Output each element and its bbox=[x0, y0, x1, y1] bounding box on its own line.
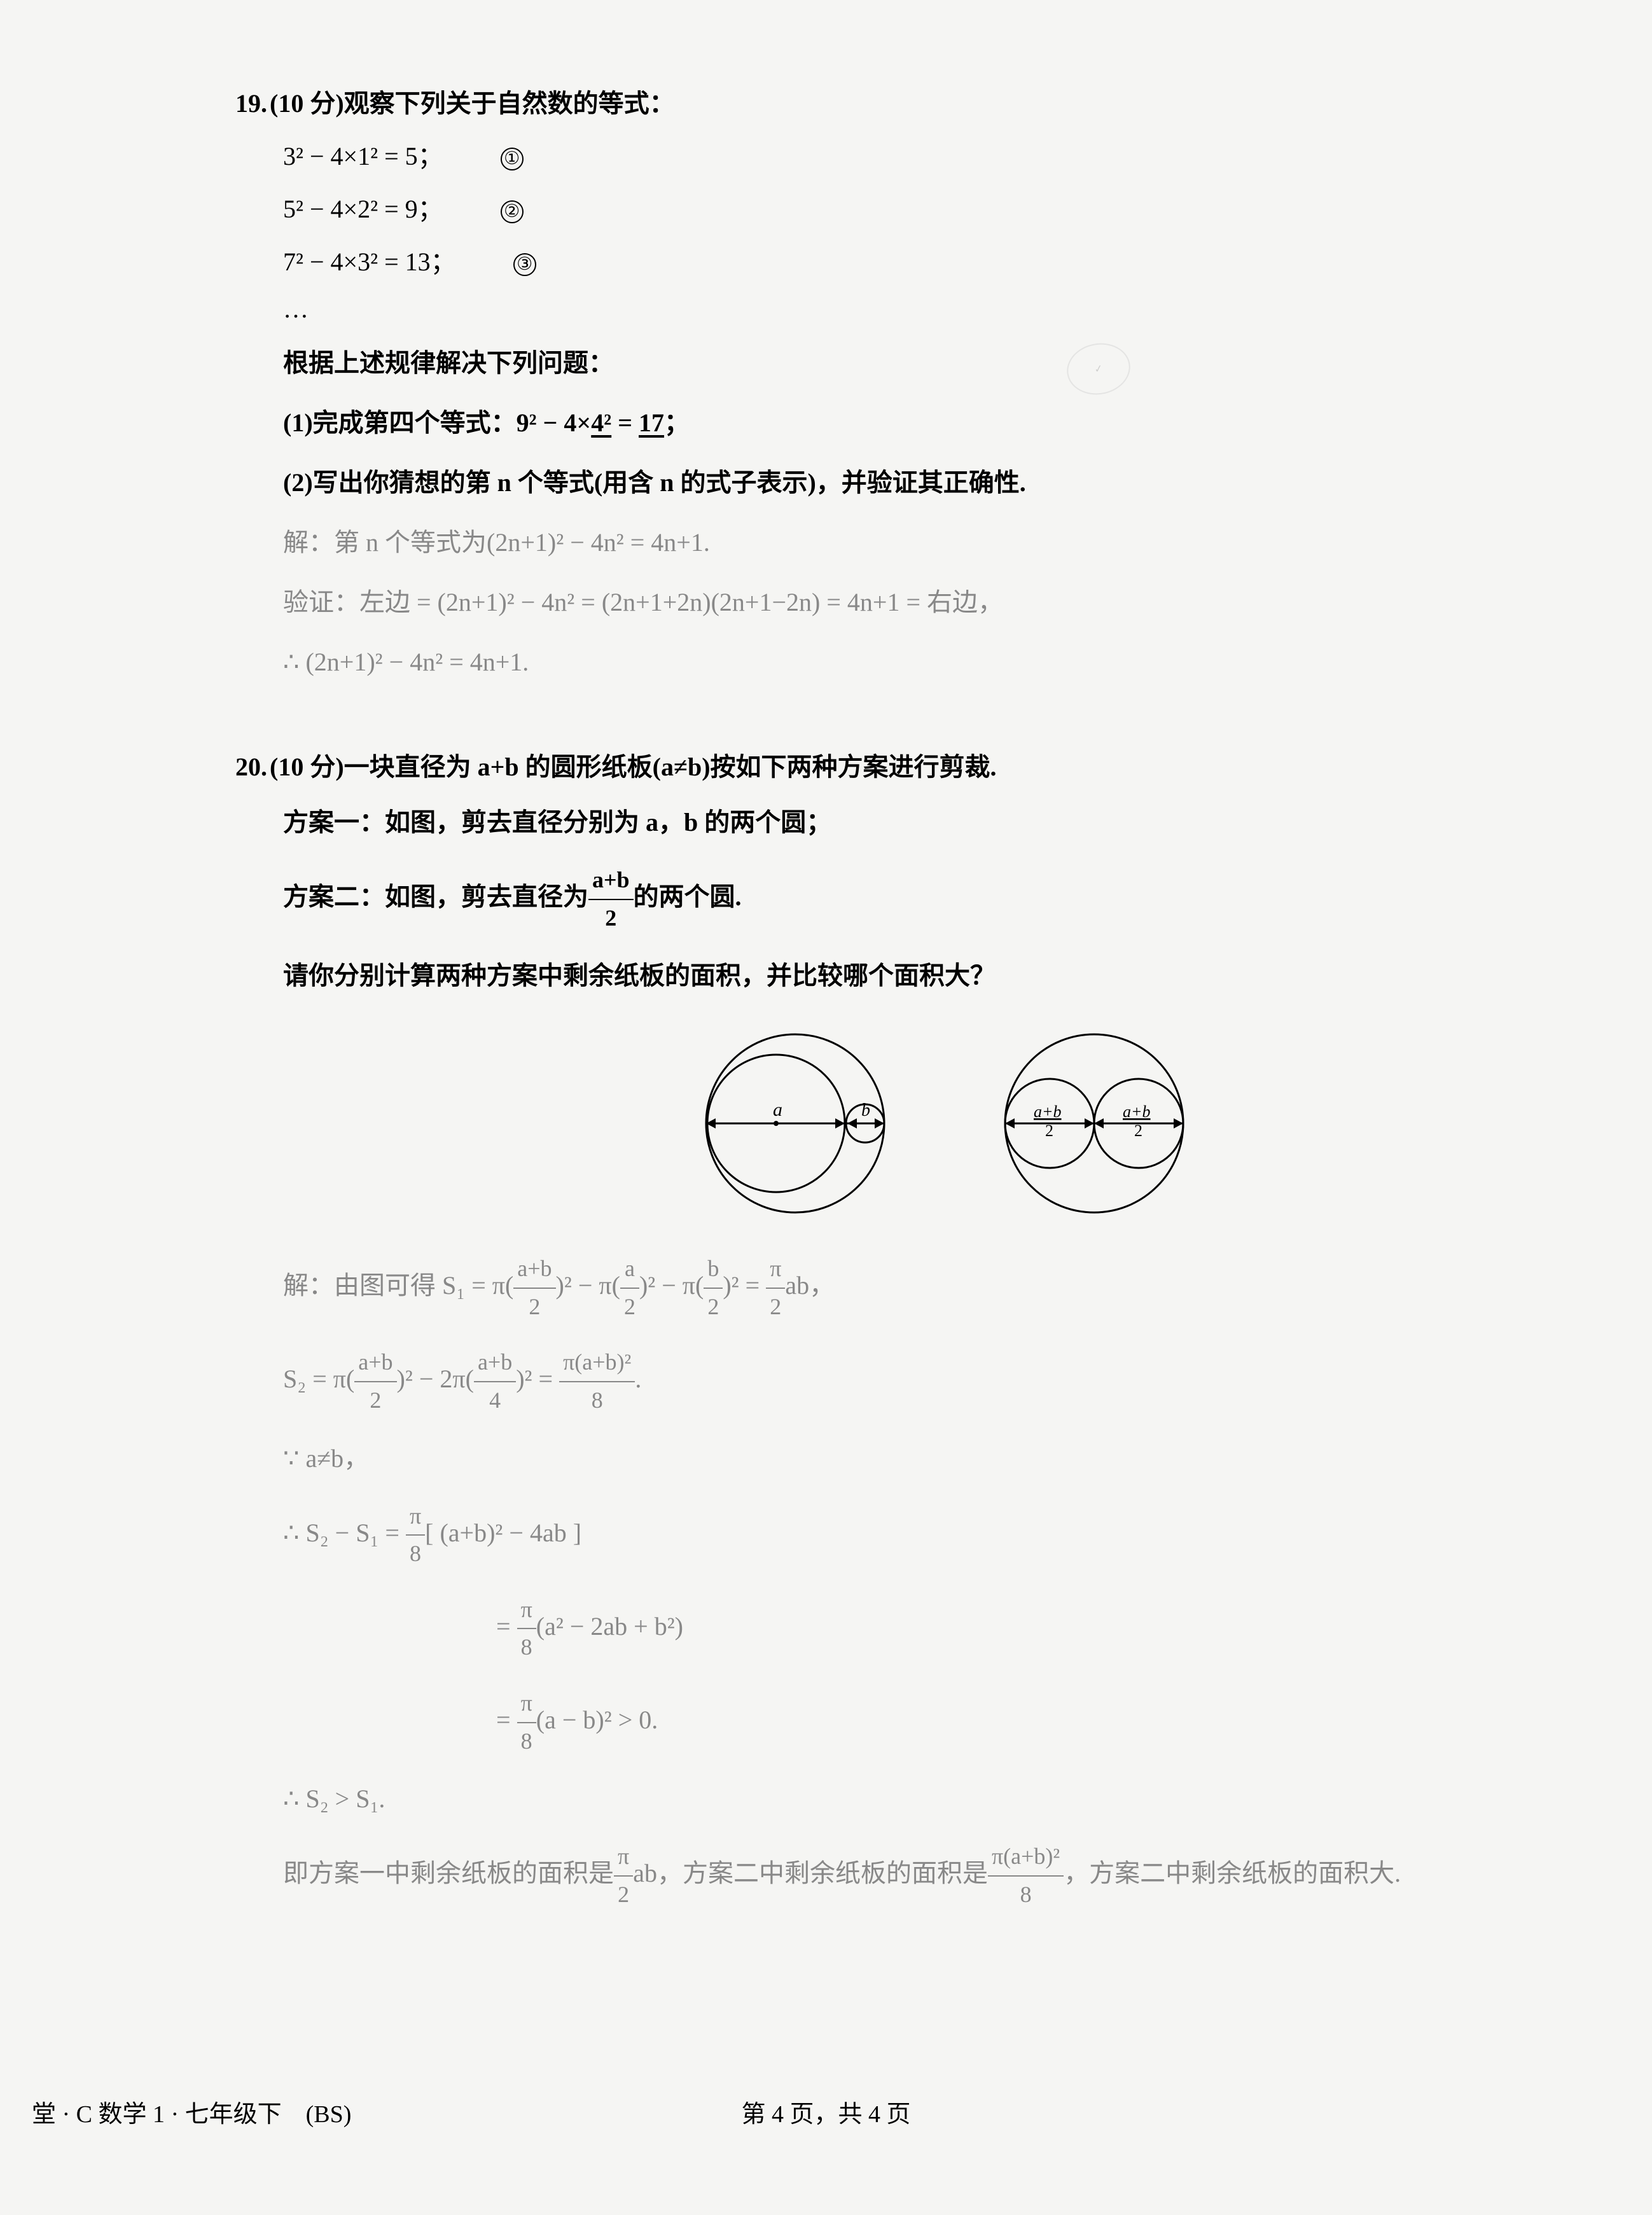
plan2-suffix: 的两个圆. bbox=[634, 882, 742, 911]
diagrams: a b a+b 2 a+b 2 bbox=[681, 1022, 1525, 1225]
diff-prefix: ∴ S₂ − S₁ = bbox=[283, 1518, 406, 1546]
q20-diff2: = π8(a² − 2ab + b²) bbox=[496, 1592, 1525, 1666]
q20-intro: (10 分)一块直径为 a+b 的圆形纸板(a≠b)按如下两种方案进行剪裁. bbox=[270, 753, 997, 781]
final-m1: ab，方案二中剩余纸板的面积是 bbox=[633, 1859, 988, 1887]
q20-final: 即方案一中剩余纸板的面积是π2ab，方案二中剩余纸板的面积是π(a+b)²8，方… bbox=[283, 1838, 1525, 1913]
q19-intro: (10 分)观察下列关于自然数的等式： bbox=[270, 89, 675, 118]
diff3-f1: π8 bbox=[517, 1685, 536, 1760]
part1-blank2: 17 bbox=[639, 408, 664, 437]
q20-concl: ∴ S₂ > S₁. bbox=[283, 1779, 1525, 1819]
sol-m2: )² − π( bbox=[639, 1271, 704, 1300]
question-20: 20. (10 分)一块直径为 a+b 的圆形纸板(a≠b)按如下两种方案进行剪… bbox=[235, 746, 1525, 1913]
footer-center: 第 4 页，共 4 页 bbox=[741, 2094, 910, 2129]
f2: a2 bbox=[620, 1251, 639, 1325]
label-half1-num: a+b bbox=[1034, 1102, 1062, 1121]
f1: a+b2 bbox=[513, 1251, 555, 1325]
sol-m1: )² − π( bbox=[556, 1271, 620, 1300]
s2f3: π(a+b)²8 bbox=[559, 1344, 635, 1419]
diff-m1: [ (a+b)² − 4ab ] bbox=[425, 1518, 581, 1546]
diagram-plan2: a+b 2 a+b 2 bbox=[1005, 1034, 1183, 1212]
q19-header: 19. (10 分)观察下列关于自然数的等式： bbox=[235, 83, 1525, 120]
footer-left: 堂 · C 数学 1 · 七年级下 (BS) bbox=[32, 2094, 351, 2129]
final-prefix: 即方案一中剩余纸板的面积是 bbox=[283, 1859, 614, 1887]
label-half2-den: 2 bbox=[1134, 1121, 1142, 1140]
s2-m2: )² = bbox=[516, 1364, 559, 1393]
part1-prefix: (1)完成第四个等式：9² − 4× bbox=[283, 408, 591, 437]
s2-prefix: S₂ = π( bbox=[283, 1364, 354, 1393]
q20-plan2: 方案二：如图，剪去直径为a+b2的两个圆. bbox=[283, 862, 1525, 936]
q19-dots: … bbox=[283, 294, 1525, 324]
q19-eq1: 3² − 4×1² = 5； ① bbox=[283, 135, 1525, 172]
q20-ask: 请你分别计算两种方案中剩余纸板的面积，并比较哪个面积大？ bbox=[283, 955, 1525, 996]
eq2-text: 5² − 4×2² = 9； bbox=[283, 195, 443, 223]
q20-number: 20. bbox=[235, 753, 267, 781]
diff2-prefix: = bbox=[496, 1612, 517, 1641]
diff2-f1: π8 bbox=[517, 1592, 536, 1666]
q19-number: 19. bbox=[235, 89, 267, 118]
f4: π2 bbox=[766, 1251, 785, 1325]
final-suffix: ，方案二中剩余纸板的面积大. bbox=[1064, 1859, 1401, 1887]
q19-prompt: 根据上述规律解决下列问题： bbox=[283, 343, 1525, 384]
label-b: b bbox=[861, 1101, 870, 1120]
eq1-text: 3² − 4×1² = 5； bbox=[283, 142, 443, 170]
plan2-frac: a+b2 bbox=[588, 862, 634, 936]
label-a: a bbox=[773, 1099, 782, 1120]
q20-sol-s1: 解：由图可得 S₁ = π(a+b2)² − π(a2)² − π(b2)² =… bbox=[283, 1251, 1525, 1325]
q19-part2: (2)写出你猜想的第 n 个等式(用含 n 的式子表示)，并验证其正确性. bbox=[283, 462, 1525, 503]
q20-diff1: ∴ S₂ − S₁ = π8[ (a+b)² − 4ab ] bbox=[283, 1498, 1525, 1573]
circled-1: ① bbox=[501, 148, 524, 170]
q19-eq3: 7² − 4×3² = 13； ③ bbox=[283, 241, 1525, 278]
diff2-m1: (a² − 2ab + b²) bbox=[536, 1612, 683, 1641]
q19-ans2: 验证：左边 = (2n+1)² − 4n² = (2n+1+2n)(2n+1−2… bbox=[283, 582, 1525, 623]
question-19: 19. (10 分)观察下列关于自然数的等式： 3² − 4×1² = 5； ①… bbox=[235, 83, 1525, 683]
s2f2: a+b4 bbox=[474, 1344, 516, 1419]
final-f1: π2 bbox=[614, 1838, 633, 1913]
diff-f1: π8 bbox=[406, 1498, 425, 1573]
final-f2: π(a+b)²8 bbox=[988, 1838, 1064, 1913]
sol-m3: )² = bbox=[723, 1271, 766, 1300]
plan2-frac-den: 2 bbox=[588, 900, 634, 937]
page-content: 19. (10 分)观察下列关于自然数的等式： 3² − 4×1² = 5； ①… bbox=[0, 83, 1652, 1913]
part1-suffix: ； bbox=[664, 408, 690, 437]
part1-mid: = bbox=[611, 408, 639, 437]
q19-ans3: ∴ (2n+1)² − 4n² = 4n+1. bbox=[283, 642, 1525, 683]
eq3-text: 7² − 4×3² = 13； bbox=[283, 247, 456, 276]
s2-suffix: . bbox=[635, 1364, 641, 1393]
q20-diff3: = π8(a − b)² > 0. bbox=[496, 1685, 1525, 1760]
q20-header: 20. (10 分)一块直径为 a+b 的圆形纸板(a≠b)按如下两种方案进行剪… bbox=[235, 746, 1525, 783]
diagram-plan1: a b bbox=[706, 1034, 884, 1212]
diff3-m1: (a − b)² > 0. bbox=[536, 1705, 658, 1734]
s2f1: a+b2 bbox=[354, 1344, 396, 1419]
sol-prefix: 解：由图可得 S₁ = π( bbox=[283, 1271, 513, 1300]
circled-2: ② bbox=[501, 200, 524, 223]
q19-ans1: 解：第 n 个等式为(2n+1)² − 4n² = 4n+1. bbox=[283, 522, 1525, 563]
label-half1-den: 2 bbox=[1045, 1121, 1053, 1140]
sol-m4: ab， bbox=[785, 1271, 835, 1300]
label-half2-num: a+b bbox=[1123, 1102, 1151, 1121]
plan2-frac-num: a+b bbox=[588, 862, 634, 900]
part1-blank1: 4² bbox=[591, 408, 611, 437]
q19-part1: (1)完成第四个等式：9² − 4×4² = 17； bbox=[283, 403, 1525, 443]
circled-3: ③ bbox=[513, 253, 536, 276]
q20-cond: ∵ a≠b， bbox=[283, 1438, 1525, 1479]
diff3-prefix: = bbox=[496, 1705, 517, 1734]
f3: b2 bbox=[704, 1251, 723, 1325]
q20-sol-s2: S₂ = π(a+b2)² − 2π(a+b4)² = π(a+b)²8. bbox=[283, 1344, 1525, 1419]
q20-plan1: 方案一：如图，剪去直径分别为 a，b 的两个圆； bbox=[283, 802, 1525, 843]
q19-eq2: 5² − 4×2² = 9； ② bbox=[283, 188, 1525, 225]
plan2-prefix: 方案二：如图，剪去直径为 bbox=[283, 882, 588, 911]
s2-m1: )² − 2π( bbox=[397, 1364, 474, 1393]
circles-diagram: a b a+b 2 a+b 2 bbox=[681, 1022, 1253, 1225]
